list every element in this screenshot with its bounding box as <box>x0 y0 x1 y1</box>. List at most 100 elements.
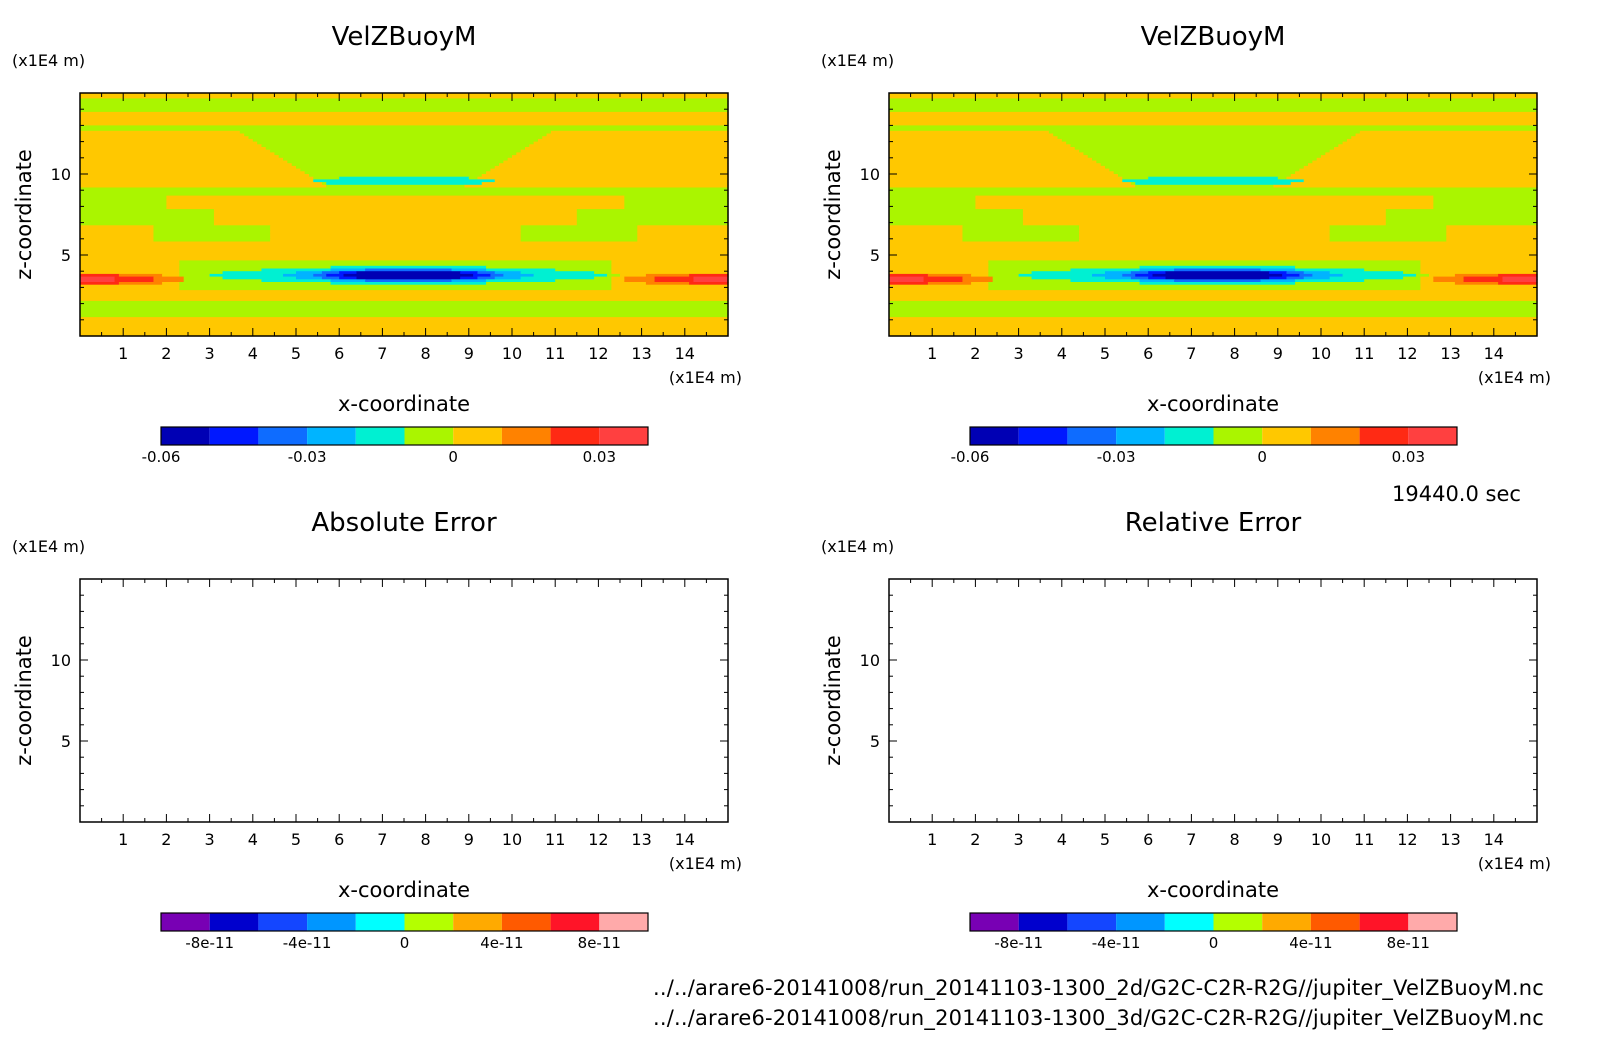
heatmap-cell <box>889 152 1084 156</box>
colorbar-swatch <box>161 913 210 931</box>
heatmap-cell <box>645 273 690 278</box>
heatmap-cell <box>166 195 625 199</box>
heatmap-cell <box>339 176 470 180</box>
heatmap-cell <box>520 236 638 240</box>
heatmap-cell <box>80 168 301 172</box>
heatmap-cell <box>460 276 479 280</box>
heatmap-cell <box>1346 138 1538 143</box>
heatmap-cell <box>1079 238 1331 243</box>
heatmap-cell <box>889 217 1024 221</box>
heatmap-cell <box>330 282 487 286</box>
heatmap-cell <box>624 203 729 207</box>
heatmap-cell <box>889 120 1538 124</box>
colorbar-swatch <box>599 427 648 445</box>
heatmap-cell <box>80 228 155 232</box>
heatmap-cell <box>1079 236 1331 240</box>
chart-title: VelZBuoyM <box>1141 22 1286 52</box>
heatmap-cell <box>889 295 1538 299</box>
heatmap-cell <box>80 192 729 197</box>
colorbar-swatch <box>1262 913 1311 931</box>
heatmap-cell <box>1329 236 1447 240</box>
colorbar-swatch <box>550 913 600 931</box>
heatmap-cell <box>1139 265 1296 270</box>
x-tick-label: 8 <box>1230 344 1240 363</box>
colorbar-swatch <box>1018 427 1068 445</box>
x-tick-label: 10 <box>502 344 522 363</box>
colorbar-swatch <box>307 427 356 445</box>
heatmap-cell <box>80 198 167 202</box>
colorbar-tick-label: -0.06 <box>142 448 181 466</box>
heatmap-cell <box>1022 214 1387 218</box>
heatmap-cell <box>80 163 293 167</box>
heatmap-cell <box>356 271 461 275</box>
heatmap-cell <box>889 95 1538 99</box>
heatmap-cell <box>80 292 729 297</box>
heatmap-cell <box>1342 273 1417 278</box>
heatmap-cell <box>80 174 310 178</box>
heatmap-cell <box>80 219 215 224</box>
x-tick-label: 6 <box>1143 344 1153 363</box>
heatmap-cell <box>80 249 729 253</box>
heatmap-cell <box>80 128 729 132</box>
heatmap-cell <box>80 122 729 126</box>
heatmap-cell <box>546 133 729 137</box>
heatmap-cell <box>1429 273 1456 278</box>
x-axis-label: x-coordinate <box>1147 392 1279 416</box>
x-tick-label: 10 <box>502 830 522 849</box>
colorbar-swatch <box>404 913 454 931</box>
heatmap-cell <box>889 195 976 199</box>
y-tick-label: 10 <box>51 651 71 670</box>
heatmap-cell <box>889 114 1538 118</box>
heatmap-cell <box>693 279 729 283</box>
heatmap-cell <box>889 233 964 237</box>
heatmap-cell <box>889 206 976 210</box>
heatmap-cell <box>555 279 612 283</box>
heatmap-cell <box>611 263 729 267</box>
heatmap-cell <box>1338 144 1538 148</box>
chart-title: VelZBuoyM <box>332 22 477 52</box>
heatmap-cell <box>1096 160 1313 164</box>
colorbar-swatch <box>453 913 502 931</box>
heatmap-cell <box>1277 176 1288 180</box>
colorbar-swatch <box>355 427 405 445</box>
heatmap-cell <box>889 106 1538 110</box>
heatmap-cell <box>889 165 1106 170</box>
heatmap-cell <box>499 163 729 167</box>
heatmap-cell <box>889 182 1132 186</box>
heatmap-cell <box>889 111 1538 116</box>
colorbar-tick-label: 0 <box>1209 934 1219 952</box>
heatmap-cell <box>257 141 535 145</box>
heatmap-cell <box>1498 282 1538 286</box>
heatmap-cell <box>654 279 695 283</box>
heatmap-cell <box>80 206 167 210</box>
x-tick-label: 3 <box>1014 830 1024 849</box>
x-tick-label: 8 <box>421 830 431 849</box>
heatmap-cell <box>1329 228 1447 232</box>
heatmap-cell <box>889 109 1538 113</box>
x-unit-label: (x1E4 m) <box>1478 854 1551 873</box>
heatmap-cell <box>889 325 1538 329</box>
colorbar-swatch <box>209 913 259 931</box>
heatmap-cell <box>80 120 729 124</box>
heatmap-cell <box>365 268 453 272</box>
heatmap-cell <box>988 282 1141 286</box>
heatmap-cell <box>80 241 729 245</box>
heatmap-cell <box>213 211 578 216</box>
heatmap-cell <box>889 238 964 243</box>
heatmap-cell <box>1463 279 1504 283</box>
heatmap-cell <box>270 149 522 153</box>
heatmap-cell <box>624 195 729 199</box>
heatmap-cell <box>1139 282 1296 286</box>
heatmap-cell <box>1061 138 1348 143</box>
heatmap-cells <box>889 93 1538 337</box>
x-axis-label: x-coordinate <box>338 878 470 902</box>
heatmap-cell <box>889 292 1538 297</box>
heatmap-cell <box>1502 279 1538 283</box>
colorbar-tick-label: 4e-11 <box>1289 934 1332 952</box>
heatmap-cell <box>1079 228 1331 232</box>
heatmap-cell <box>1433 203 1538 207</box>
heatmap-cell <box>624 276 656 280</box>
heatmap-cell <box>365 279 453 283</box>
heatmap-cell <box>153 276 185 280</box>
heatmap-cell <box>889 319 1538 324</box>
